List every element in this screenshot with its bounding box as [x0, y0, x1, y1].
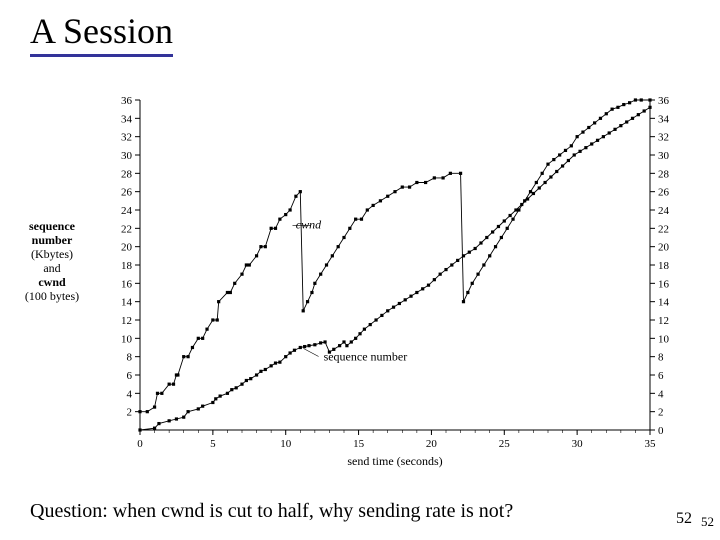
svg-text:20: 20 [426, 438, 438, 450]
svg-text:24: 24 [658, 205, 670, 217]
svg-text:32: 32 [121, 132, 132, 144]
question-text: Question: when cwnd is cut to half, why … [30, 500, 513, 523]
slide: A Session 051015202530352468101214161820… [0, 0, 720, 540]
page-number-small: 52 [701, 514, 714, 530]
svg-text:8: 8 [658, 352, 664, 364]
slide-title: A Session [30, 10, 173, 57]
svg-text:10: 10 [658, 333, 670, 345]
session-chart: 0510152025303524681012141618202224262830… [20, 90, 700, 470]
svg-text:14: 14 [121, 297, 133, 309]
svg-text:18: 18 [658, 260, 670, 272]
svg-text:35: 35 [645, 438, 657, 450]
svg-text:(100 bytes): (100 bytes) [25, 289, 79, 303]
svg-text:10: 10 [121, 333, 133, 345]
svg-text:36: 36 [121, 95, 133, 107]
svg-text:28: 28 [658, 168, 670, 180]
svg-text:30: 30 [658, 150, 670, 162]
svg-text:30: 30 [572, 438, 584, 450]
svg-text:16: 16 [658, 278, 670, 290]
svg-text:4: 4 [658, 388, 664, 400]
svg-text:sequence: sequence [29, 219, 76, 233]
svg-text:22: 22 [121, 223, 132, 235]
svg-text:14: 14 [658, 297, 670, 309]
svg-text:6: 6 [127, 370, 133, 382]
svg-text:8: 8 [127, 352, 133, 364]
svg-text:16: 16 [121, 278, 133, 290]
svg-text:36: 36 [658, 95, 670, 107]
svg-text:4: 4 [127, 388, 133, 400]
svg-text:sequence number: sequence number [324, 350, 408, 364]
svg-text:25: 25 [499, 438, 511, 450]
svg-text:5: 5 [210, 438, 216, 450]
page-number: 52 [676, 510, 692, 528]
svg-text:2: 2 [658, 407, 664, 419]
svg-text:12: 12 [121, 315, 132, 327]
svg-text:send time (seconds): send time (seconds) [347, 454, 442, 468]
svg-text:26: 26 [121, 187, 133, 199]
svg-text:34: 34 [121, 113, 133, 125]
svg-text:6: 6 [658, 370, 664, 382]
svg-text:12: 12 [658, 315, 669, 327]
svg-text:18: 18 [121, 260, 133, 272]
chart-container: 0510152025303524681012141618202224262830… [20, 90, 700, 470]
svg-text:26: 26 [658, 187, 670, 199]
svg-text:20: 20 [658, 242, 670, 254]
svg-text:(Kbytes): (Kbytes) [31, 247, 73, 261]
svg-text:cwnd: cwnd [296, 217, 322, 231]
svg-text:cwnd: cwnd [38, 275, 66, 289]
svg-text:32: 32 [658, 132, 669, 144]
svg-text:24: 24 [121, 205, 133, 217]
svg-text:28: 28 [121, 168, 133, 180]
svg-text:2: 2 [127, 407, 133, 419]
svg-text:0: 0 [658, 425, 664, 437]
svg-text:10: 10 [280, 438, 292, 450]
svg-text:0: 0 [137, 438, 143, 450]
svg-text:and: and [43, 261, 60, 275]
svg-text:22: 22 [658, 223, 669, 235]
svg-text:30: 30 [121, 150, 133, 162]
svg-text:34: 34 [658, 113, 670, 125]
svg-text:number: number [32, 233, 73, 247]
svg-text:15: 15 [353, 438, 365, 450]
svg-text:20: 20 [121, 242, 133, 254]
